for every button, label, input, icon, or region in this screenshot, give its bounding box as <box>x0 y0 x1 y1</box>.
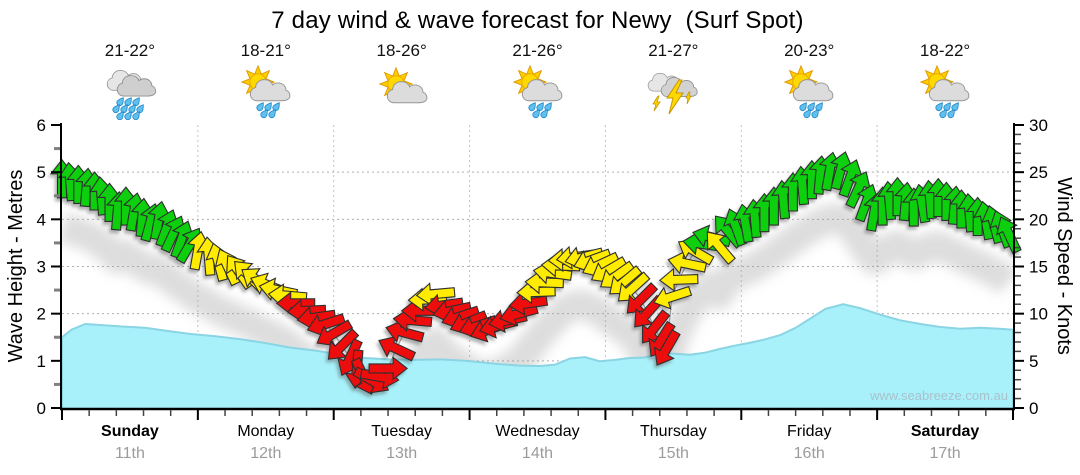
left-axis-tick-label: 0 <box>37 399 46 418</box>
left-axis-tick-label: 3 <box>37 258 46 277</box>
left-axis-tick-label: 5 <box>37 163 46 182</box>
left-axis-tick-label: 2 <box>37 305 46 324</box>
right-axis-tick-label: 30 <box>1029 116 1048 135</box>
day-date-label: 12th <box>250 445 281 462</box>
forecast-day-column: 18-21° <box>211 41 321 125</box>
right-axis-tick-label: 25 <box>1029 163 1048 182</box>
storm-icon <box>645 64 701 120</box>
day-name-label: Thursday <box>640 423 707 440</box>
day-name-label: Friday <box>787 423 831 440</box>
right-axis-tick-label: 10 <box>1029 305 1048 324</box>
left-axis-tick-label: 4 <box>37 210 46 229</box>
forecast-day-column: 21-27° <box>618 41 728 125</box>
wave-height-area <box>62 303 1013 408</box>
sun-cloud-rain-icon <box>917 64 973 120</box>
left-axis-tick-label: 6 <box>37 116 46 135</box>
axes: 0 1 2 3 4 5 6 0 5 10 15 20 25 30 <box>37 116 1048 420</box>
ribbon-shadow-line <box>62 203 1013 408</box>
sun-cloud-rain-icon <box>781 64 837 120</box>
day-temperature: 21-27° <box>648 41 699 60</box>
day-temperature: 21-26° <box>512 41 563 60</box>
day-temperature: 18-26° <box>376 41 427 60</box>
right-axis-title: Wind Speed - Knots <box>1053 177 1075 355</box>
day-temperature: 20-23° <box>784 41 835 60</box>
sun-cloud-rain-icon <box>510 64 566 120</box>
rain-icon <box>102 64 158 120</box>
day-date-label: 14th <box>522 445 553 462</box>
wave-area <box>62 304 1013 408</box>
wind-arrow <box>653 329 681 366</box>
right-axis-tick-label: 20 <box>1029 210 1048 229</box>
day-name-label: Sunday <box>101 423 159 440</box>
wave-area-edge <box>62 303 1013 408</box>
wind-arrow <box>706 231 736 265</box>
day-date-label: 11th <box>115 445 145 462</box>
day-temperature: 21-22° <box>104 41 156 60</box>
day-name-label: Wednesday <box>495 423 579 440</box>
forecast-day-column: 21-22° <box>75 41 185 125</box>
wind-arrow <box>368 356 408 381</box>
sun-cloud-icon <box>374 64 430 120</box>
day-date-label: 17th <box>930 445 961 462</box>
day-date-label: 15th <box>658 445 689 462</box>
wind-arrow <box>653 285 693 310</box>
sun-cloud-rain-icon <box>238 64 294 120</box>
forecast-day-column: 21-26° <box>483 41 593 125</box>
day-name-label: Tuesday <box>371 423 432 440</box>
right-axis-tick-label: 5 <box>1029 352 1038 371</box>
day-name-label: Saturday <box>911 423 980 440</box>
day-temperature: 18-22° <box>919 41 971 60</box>
day-date-label: 16th <box>794 445 825 462</box>
ribbon-shadow <box>62 203 1013 408</box>
day-date-label: 13th <box>386 445 417 462</box>
page-title: 7 day wind & wave forecast for Newy (Sur… <box>271 7 804 34</box>
watermark: www.seabreeze.com.au <box>869 388 1008 403</box>
day-name-label: Monday <box>237 423 294 440</box>
right-axis-tick-label: 0 <box>1029 399 1038 418</box>
forecast-day-column: 20-23° <box>754 41 864 125</box>
right-axis-tick-label: 15 <box>1029 258 1048 277</box>
day-temperature: 18-21° <box>240 41 291 60</box>
forecast-day-column: 18-22° <box>890 41 1000 125</box>
left-axis-tick-label: 1 <box>37 352 46 371</box>
left-axis-title: Wave Height - Metres <box>5 169 27 363</box>
forecast-day-column: 18-26° <box>347 41 457 125</box>
wind-arrows <box>49 151 1022 395</box>
wind-arrow <box>658 267 699 292</box>
